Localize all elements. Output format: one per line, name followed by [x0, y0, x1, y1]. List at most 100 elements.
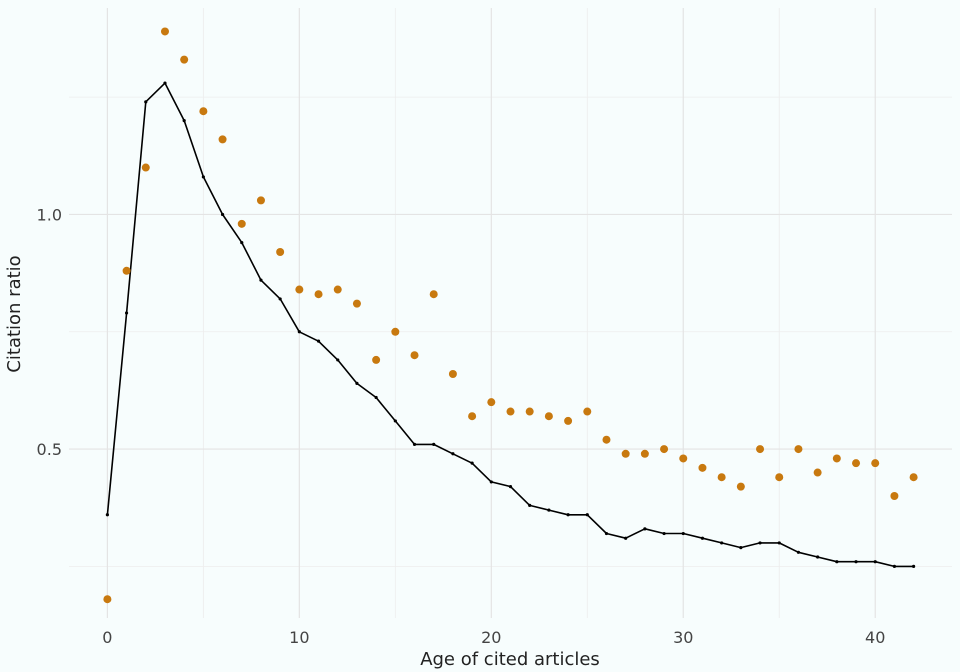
line-series-marker	[432, 442, 436, 446]
x-tick-label: 30	[673, 628, 693, 647]
line-series-marker	[777, 541, 781, 545]
scatter-point	[736, 482, 745, 491]
axes: 0 10 20 30 40 0.5 1.0	[37, 205, 886, 647]
line-series-marker	[201, 175, 205, 179]
line-series-marker	[643, 527, 647, 531]
scatter-point	[122, 266, 131, 275]
line-series-marker	[585, 513, 589, 517]
scatter-point	[218, 135, 227, 144]
line-series-marker	[489, 480, 493, 484]
line-series-marker	[182, 119, 186, 123]
scatter-point	[314, 290, 323, 299]
scatter-point	[852, 459, 861, 468]
scatter-point	[660, 445, 669, 454]
line-series-marker	[720, 541, 724, 545]
points-series	[103, 27, 918, 604]
scatter-point	[256, 196, 265, 205]
y-tick-label: 1.0	[37, 205, 62, 224]
line-series-marker	[681, 531, 685, 536]
line-series-marker	[124, 311, 129, 315]
scatter-point	[410, 351, 419, 360]
line-series-marker	[700, 536, 705, 540]
scatter-point	[160, 27, 169, 36]
line-series-marker	[220, 212, 225, 217]
line-series-marker	[259, 278, 263, 282]
scatter-point	[698, 463, 707, 472]
grid	[69, 8, 952, 618]
scatter-point	[487, 398, 496, 407]
scatter-point	[679, 454, 688, 463]
y-tick-label: 0.5	[37, 440, 62, 459]
line-series-marker	[604, 531, 609, 536]
line-series-marker	[912, 564, 916, 568]
line-series-marker	[566, 513, 570, 517]
line-series-marker	[816, 555, 820, 559]
line-series-marker	[316, 339, 321, 343]
line-series-marker	[240, 241, 244, 245]
line-series-marker	[355, 381, 359, 385]
line-series-marker	[374, 395, 378, 400]
scatter-point	[909, 473, 918, 482]
scatter-point	[141, 163, 150, 172]
scatter-point	[890, 492, 899, 500]
line-series-marker	[144, 100, 148, 104]
y-axis-title: Citation ratio	[4, 255, 25, 372]
scatter-point	[794, 445, 803, 454]
scatter-point	[506, 407, 515, 416]
scatter-point	[640, 449, 649, 458]
line-series-marker	[796, 550, 801, 554]
line-series-path	[106, 82, 914, 568]
line-series-marker	[297, 330, 301, 334]
scatter-point	[832, 454, 841, 463]
line-series-marker	[892, 564, 897, 568]
scatter-point	[180, 55, 189, 64]
scatter-point	[295, 285, 304, 294]
scatter-point	[448, 370, 457, 378]
line-series-marker	[873, 560, 877, 564]
x-axis-title: Age of cited articles	[420, 649, 600, 670]
scatter-point	[775, 473, 784, 482]
scatter-point	[871, 459, 880, 468]
scatter-point	[602, 435, 611, 444]
line-series-marker	[393, 419, 397, 423]
x-tick-label: 10	[289, 628, 309, 647]
scatter-point	[717, 473, 726, 482]
x-tick-label: 20	[481, 628, 501, 647]
line-series-marker	[163, 81, 167, 85]
scatter-point	[103, 595, 112, 604]
scatter-point	[429, 290, 438, 299]
line-series-marker	[508, 485, 513, 489]
x-tick-label: 40	[865, 628, 885, 647]
line-series-marker	[835, 560, 839, 564]
line-series-marker	[105, 513, 109, 517]
scatter-point	[391, 327, 400, 336]
scatter-point	[525, 407, 534, 416]
x-tick-label: 0	[102, 628, 112, 647]
scatter-point	[564, 416, 573, 425]
scatter-point	[237, 219, 246, 228]
scatter-point	[468, 412, 477, 421]
line-series-marker	[758, 541, 762, 545]
scatter-point	[583, 407, 592, 416]
line-series	[105, 81, 916, 568]
line-series-marker	[854, 560, 858, 564]
line-series-marker	[470, 461, 474, 465]
scatter-point	[813, 468, 822, 477]
scatter-point	[333, 285, 342, 294]
line-series-marker	[624, 536, 628, 540]
line-series-marker	[278, 297, 282, 301]
line-series-marker	[336, 358, 340, 362]
line-series-marker	[451, 452, 455, 456]
line-series-marker	[739, 546, 743, 550]
scatter-point	[352, 299, 361, 308]
scatter-point	[276, 248, 285, 256]
scatter-point	[621, 449, 630, 458]
line-series-marker	[412, 442, 417, 446]
line-series-marker	[662, 531, 666, 536]
scatter-point	[756, 445, 765, 454]
scatter-point	[544, 412, 553, 421]
line-series-marker	[528, 503, 532, 507]
scatter-point	[372, 355, 381, 364]
